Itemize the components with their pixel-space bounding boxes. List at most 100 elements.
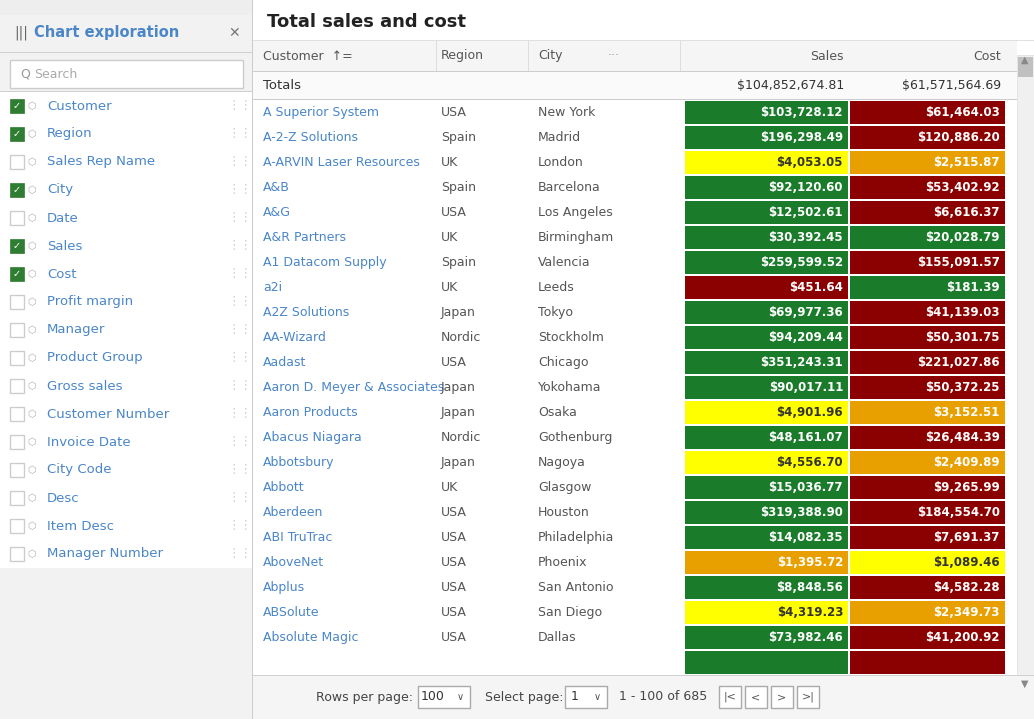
- Bar: [850, 426, 1005, 449]
- Text: $2,409.89: $2,409.89: [934, 456, 1000, 469]
- Text: Nagoya: Nagoya: [538, 456, 586, 469]
- Bar: [10, 155, 24, 169]
- Bar: [850, 526, 1005, 549]
- Text: Totals: Totals: [263, 79, 301, 92]
- Bar: [10, 407, 24, 421]
- Text: ⋮⋮: ⋮⋮: [227, 547, 252, 561]
- Text: Manager Number: Manager Number: [47, 547, 163, 561]
- Text: $41,200.92: $41,200.92: [925, 631, 1000, 644]
- Text: ⋮⋮: ⋮⋮: [227, 296, 252, 308]
- Text: USA: USA: [440, 106, 467, 119]
- Bar: [850, 576, 1005, 599]
- Bar: [0, 0, 253, 719]
- Text: |<: |<: [724, 692, 736, 702]
- Bar: [0, 52, 253, 53]
- Text: Japan: Japan: [440, 406, 476, 419]
- Text: Valencia: Valencia: [538, 256, 590, 269]
- Text: USA: USA: [440, 631, 467, 644]
- Bar: [685, 126, 848, 149]
- Text: ✓: ✓: [13, 185, 21, 195]
- Bar: [685, 401, 848, 424]
- Text: Aadast: Aadast: [263, 356, 306, 369]
- Text: >: >: [778, 692, 787, 702]
- Text: Total sales and cost: Total sales and cost: [267, 13, 466, 31]
- Text: $26,484.39: $26,484.39: [925, 431, 1000, 444]
- Text: USA: USA: [440, 581, 467, 594]
- Text: $73,982.46: $73,982.46: [768, 631, 843, 644]
- Bar: [0, 92, 253, 120]
- Bar: [0, 344, 253, 372]
- Bar: [850, 326, 1005, 349]
- Text: USA: USA: [440, 206, 467, 219]
- Text: Japan: Japan: [440, 381, 476, 394]
- Bar: [253, 450, 1017, 475]
- Bar: [253, 275, 1017, 300]
- Text: ⋮⋮: ⋮⋮: [227, 155, 252, 168]
- Text: ⋮⋮: ⋮⋮: [227, 380, 252, 393]
- Text: 1: 1: [571, 690, 579, 703]
- Text: ⬡: ⬡: [28, 549, 36, 559]
- Text: $451.64: $451.64: [789, 281, 843, 294]
- Text: ⬡: ⬡: [28, 437, 36, 447]
- Text: Barcelona: Barcelona: [538, 181, 601, 194]
- Text: $9,265.99: $9,265.99: [934, 481, 1000, 494]
- Bar: [253, 375, 1017, 400]
- Text: A&G: A&G: [263, 206, 291, 219]
- Text: ⋮⋮: ⋮⋮: [227, 408, 252, 421]
- Bar: [10, 379, 24, 393]
- Text: Cost: Cost: [47, 267, 77, 280]
- Text: ⋮⋮: ⋮⋮: [227, 239, 252, 252]
- Text: ⬡: ⬡: [28, 353, 36, 363]
- Text: ▼: ▼: [1022, 679, 1029, 689]
- Bar: [0, 400, 253, 428]
- Text: $196,298.49: $196,298.49: [760, 131, 843, 144]
- Text: Nordic: Nordic: [440, 331, 482, 344]
- Text: ⬡: ⬡: [28, 157, 36, 167]
- Bar: [0, 484, 253, 512]
- Text: $8,848.56: $8,848.56: [777, 581, 843, 594]
- Bar: [10, 351, 24, 365]
- Text: City Code: City Code: [47, 464, 112, 477]
- Bar: [253, 550, 1017, 575]
- Text: Cost: Cost: [973, 50, 1001, 63]
- Text: $50,372.25: $50,372.25: [925, 381, 1000, 394]
- Bar: [10, 491, 24, 505]
- Text: Profit margin: Profit margin: [47, 296, 133, 308]
- Text: Chart exploration: Chart exploration: [34, 25, 179, 40]
- Text: Japan: Japan: [440, 306, 476, 319]
- Text: San Antonio: San Antonio: [538, 581, 613, 594]
- Bar: [10, 547, 24, 561]
- Text: $120,886.20: $120,886.20: [917, 131, 1000, 144]
- Text: $20,028.79: $20,028.79: [925, 231, 1000, 244]
- Text: ⬡: ⬡: [28, 269, 36, 279]
- Bar: [685, 326, 848, 349]
- Bar: [685, 301, 848, 324]
- Bar: [685, 576, 848, 599]
- Text: $3,152.51: $3,152.51: [934, 406, 1000, 419]
- Text: $30,392.45: $30,392.45: [768, 231, 843, 244]
- Bar: [253, 200, 1017, 225]
- Bar: [685, 551, 848, 574]
- Text: $7,691.37: $7,691.37: [934, 531, 1000, 544]
- Bar: [685, 226, 848, 249]
- Bar: [0, 540, 253, 568]
- Text: Stockholm: Stockholm: [538, 331, 604, 344]
- Bar: [850, 226, 1005, 249]
- Text: AA-Wizard: AA-Wizard: [263, 331, 327, 344]
- Bar: [685, 651, 848, 674]
- Text: $15,036.77: $15,036.77: [768, 481, 843, 494]
- Text: Customer  ↑=: Customer ↑=: [263, 50, 353, 63]
- Text: $61,571,564.69: $61,571,564.69: [902, 79, 1001, 92]
- Text: ⋮⋮: ⋮⋮: [227, 492, 252, 505]
- Text: UK: UK: [440, 281, 458, 294]
- Bar: [850, 176, 1005, 199]
- Bar: [253, 125, 1017, 150]
- Bar: [253, 350, 1017, 375]
- Text: Spain: Spain: [440, 131, 476, 144]
- Bar: [253, 300, 1017, 325]
- Text: ✓: ✓: [13, 269, 21, 279]
- Text: $1,395.72: $1,395.72: [777, 556, 843, 569]
- Bar: [850, 551, 1005, 574]
- Text: ⋮⋮: ⋮⋮: [227, 464, 252, 477]
- Bar: [1018, 57, 1033, 77]
